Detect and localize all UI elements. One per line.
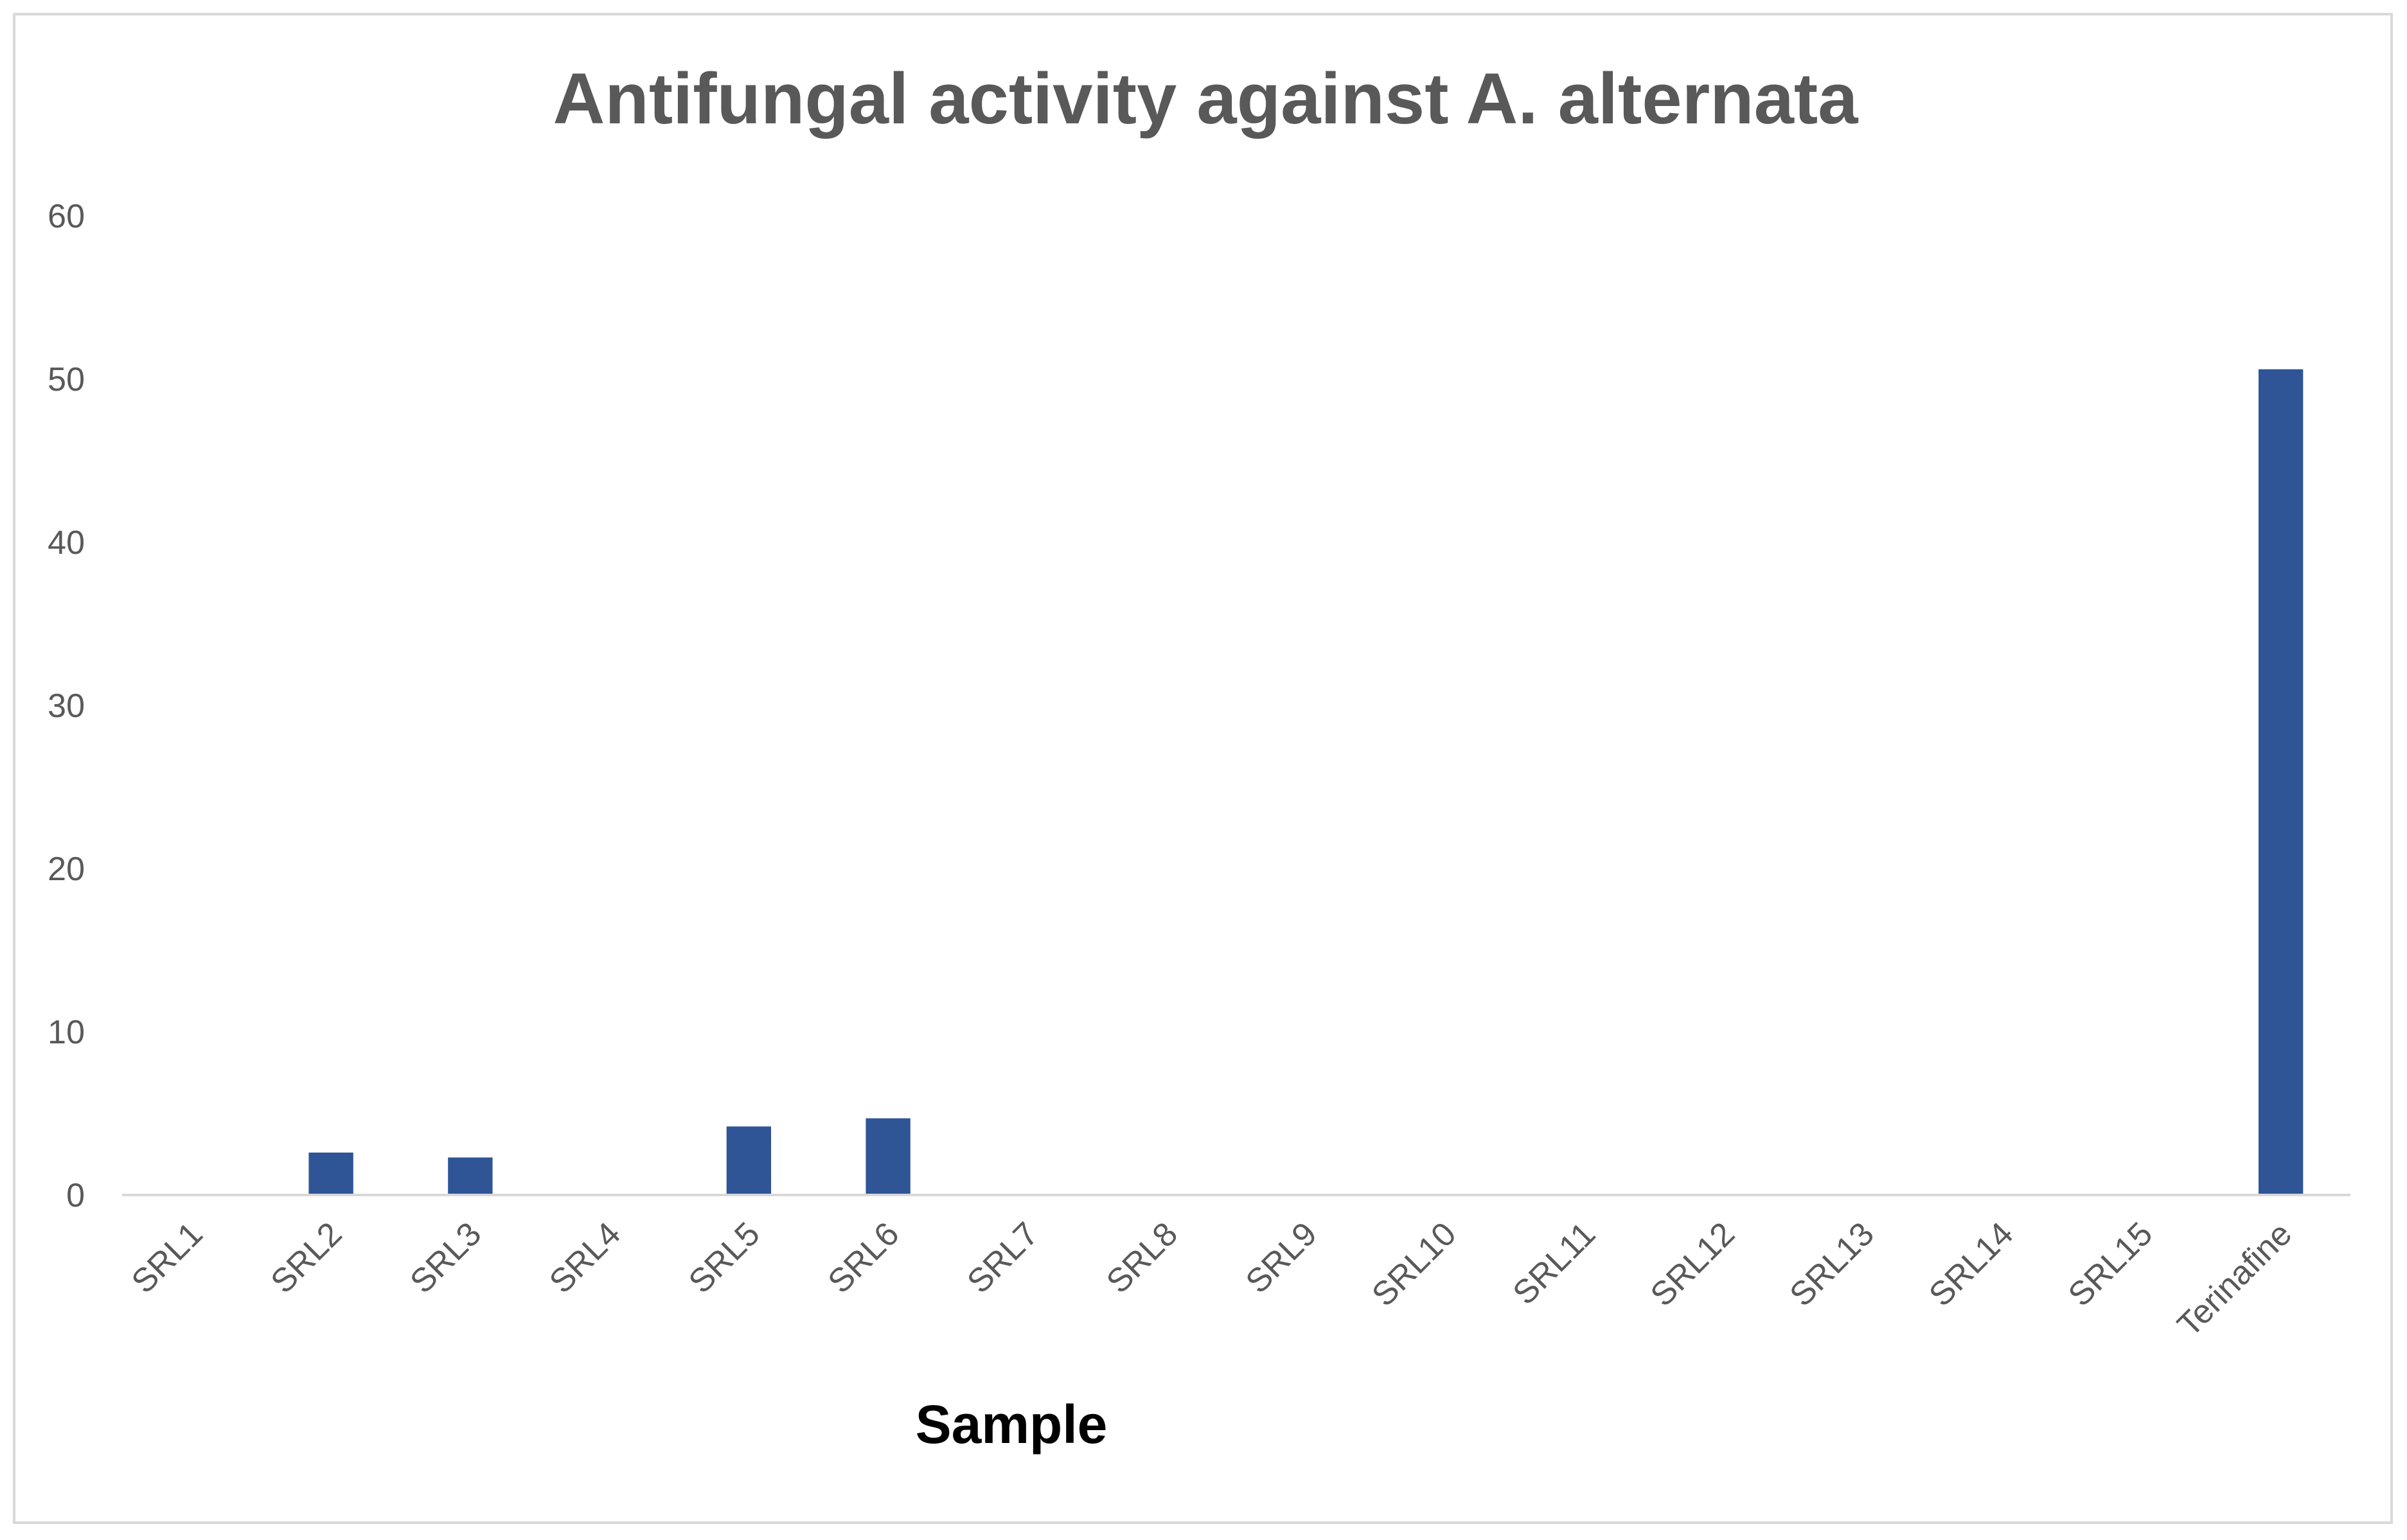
x-tick-label: SRL15	[2061, 1215, 2160, 1313]
bar	[2258, 369, 2304, 1195]
y-tick-label: 40	[48, 524, 85, 562]
x-tick-label: SRL1	[125, 1215, 210, 1300]
x-tick-label: SRL6	[821, 1215, 907, 1300]
bar	[448, 1157, 493, 1195]
x-axis-label: Sample	[916, 1394, 1108, 1455]
x-tick-label: SRL9	[1239, 1215, 1324, 1300]
x-tick-label: SRL12	[1644, 1215, 1742, 1313]
x-tick-label: Terinafine	[2171, 1215, 2299, 1343]
y-axis-ticks: 0 10 20 30 40 50 60	[48, 198, 85, 1214]
x-tick-label: SRL11	[1506, 1215, 1603, 1312]
y-tick-label: 60	[48, 198, 85, 235]
x-tick-label: SRL7	[960, 1215, 1045, 1300]
chart-title: Antifungal activity against A. alternata	[553, 58, 1859, 139]
x-tick-label: SRL10	[1365, 1215, 1463, 1313]
x-tick-label: SRL4	[542, 1215, 628, 1300]
chart-svg: Antifungal activity against A. alternata…	[48, 58, 2350, 1455]
y-tick-label: 20	[48, 851, 85, 888]
x-tick-label: SRL3	[403, 1215, 488, 1300]
x-tick-label: SRL14	[1922, 1215, 2020, 1313]
bar	[726, 1126, 772, 1195]
x-tick-label: SRL2	[264, 1215, 350, 1300]
bar	[308, 1152, 353, 1195]
x-tick-label: SRL8	[1099, 1215, 1185, 1300]
y-tick-label: 50	[48, 361, 85, 398]
y-tick-label: 30	[48, 687, 85, 725]
y-tick-label: 10	[48, 1014, 85, 1051]
bars	[308, 369, 2304, 1195]
x-axis-categories: SRL1 SRL2 SRL3 SRL4 SRL5 SRL6 SRL7 SRL8 SRL9 SRL1…	[125, 1215, 2299, 1343]
y-tick-label: 0	[66, 1177, 85, 1214]
chart-frame: Antifungal activity against A. alternata…	[13, 13, 2393, 1524]
x-tick-label: SRL5	[682, 1215, 767, 1300]
bar	[866, 1118, 910, 1195]
x-tick-label: SRL13	[1782, 1215, 1881, 1313]
